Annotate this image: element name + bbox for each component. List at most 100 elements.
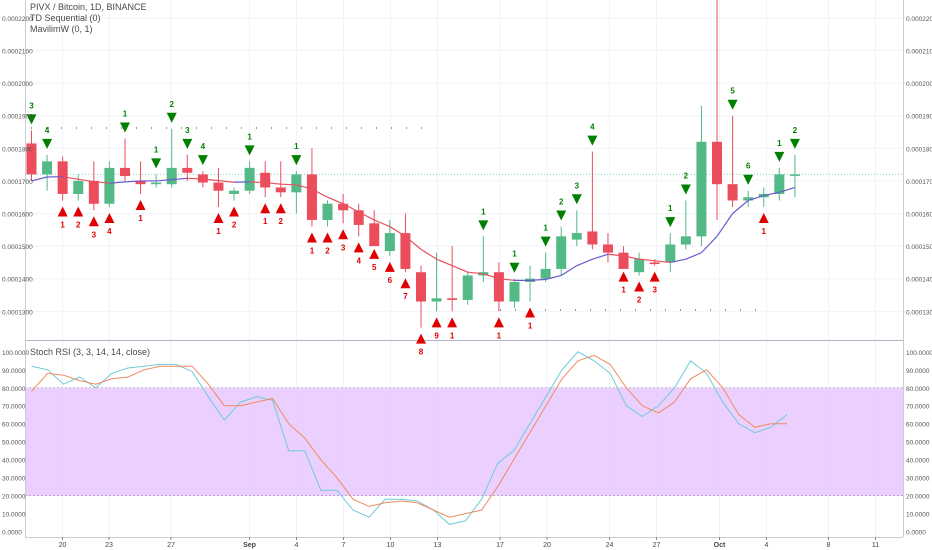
mavilimw-segment bbox=[389, 226, 406, 237]
td-sequential-label[interactable]: TD Sequential (0) bbox=[30, 13, 101, 23]
td-sell-count: 2 bbox=[559, 198, 564, 207]
candle bbox=[400, 213, 411, 273]
time-axis-label: 8 bbox=[827, 542, 831, 549]
candle bbox=[260, 161, 271, 198]
td-sell-count: 1 bbox=[154, 145, 159, 154]
price-axis-label-right: 0.0001900 bbox=[906, 114, 932, 121]
td-buy-count: 1 bbox=[497, 331, 502, 340]
candle bbox=[743, 190, 754, 207]
td-sell-triangle bbox=[291, 155, 302, 166]
price-axis-label-right: 0.0001500 bbox=[906, 244, 932, 251]
candle-body bbox=[369, 223, 380, 247]
mavilimw-segment bbox=[451, 265, 468, 273]
price-axis-label-left: 0.0001300 bbox=[2, 309, 33, 316]
mavilimw-segment bbox=[763, 191, 780, 197]
candle bbox=[57, 156, 68, 201]
candle bbox=[213, 167, 224, 207]
mavilimw-label[interactable]: MavilimW (0, 1) bbox=[30, 24, 93, 34]
candle bbox=[291, 171, 302, 214]
candle-body bbox=[42, 161, 53, 175]
price-axis-label-left: 0.0001800 bbox=[2, 146, 33, 153]
candle-body bbox=[306, 174, 317, 221]
stoch-k-line bbox=[31, 351, 788, 525]
td-buy-triangle bbox=[525, 307, 536, 318]
candle bbox=[104, 161, 115, 207]
stoch-rsi-label[interactable]: Stoch RSI (3, 3, 14, 14, close) bbox=[30, 347, 151, 357]
td-sell-triangle bbox=[540, 236, 551, 247]
td-buy-triangle bbox=[338, 229, 349, 240]
td-buy-count: 1 bbox=[216, 227, 221, 236]
td-sell-count: 4 bbox=[590, 123, 595, 132]
candle-body bbox=[649, 262, 660, 265]
mavilimw-segment bbox=[670, 258, 686, 264]
td-buy-count: 1 bbox=[621, 286, 626, 295]
mavilimw-segment bbox=[187, 177, 203, 180]
td-sell-triangle bbox=[680, 184, 691, 195]
td-sell-triangle bbox=[587, 135, 598, 146]
td-buy-count: 2 bbox=[232, 220, 237, 229]
mavilimw-segment bbox=[467, 271, 484, 275]
oscillator-axis-label-right: 100.0000 bbox=[906, 350, 932, 357]
td-sell-count: 1 bbox=[247, 132, 252, 141]
time-axis-label: 13 bbox=[434, 542, 442, 549]
oscillator-axis-label-right: 50.0000 bbox=[906, 440, 930, 447]
candle-body bbox=[26, 143, 37, 175]
mavilimw-segment bbox=[436, 258, 453, 267]
oscillator-axis-label-right: 30.0000 bbox=[906, 476, 930, 483]
td-sell-count: 1 bbox=[668, 204, 673, 213]
candle bbox=[571, 210, 582, 247]
oscillator-axis-label-left: 0.0000 bbox=[2, 530, 22, 537]
td-buy-triangle bbox=[416, 333, 426, 344]
td-buy-triangle bbox=[634, 281, 645, 292]
td-sell-triangle bbox=[727, 99, 738, 110]
candle-body bbox=[229, 190, 240, 194]
td-sell-count: 2 bbox=[684, 171, 689, 180]
mavilimw-segment bbox=[202, 178, 219, 182]
td-buy-triangle bbox=[493, 317, 504, 328]
candle-body bbox=[540, 268, 551, 279]
price-axis-label-right: 0.0001400 bbox=[906, 277, 932, 284]
mavilimw-segment bbox=[93, 180, 110, 184]
td-sell-count: 1 bbox=[481, 207, 486, 216]
oscillator-axis-label-right: 70.0000 bbox=[906, 404, 930, 411]
mavilimw-segment bbox=[156, 179, 172, 182]
td-sell-count: 3 bbox=[29, 101, 34, 110]
candle bbox=[431, 252, 442, 312]
price-axis-label-left: 0.0001900 bbox=[2, 114, 33, 121]
td-sell-count: 1 bbox=[123, 110, 128, 119]
mavilimw-segment bbox=[779, 186, 796, 193]
candle-body bbox=[244, 167, 255, 191]
candle bbox=[462, 272, 473, 305]
candle-body bbox=[634, 259, 645, 273]
td-sell-triangle bbox=[774, 151, 785, 162]
candle-body bbox=[400, 233, 411, 269]
mavilimw-segment bbox=[685, 252, 702, 260]
mavilimw-segment bbox=[342, 203, 359, 213]
td-buy-count: 5 bbox=[372, 263, 377, 272]
time-axis-label: 27 bbox=[167, 542, 175, 549]
candle-body bbox=[774, 174, 785, 194]
symbol-label[interactable]: PIVX / Bitcoin, 1D, BINANCE bbox=[30, 2, 147, 12]
td-sell-count: 1 bbox=[294, 142, 299, 151]
td-buy-count: 4 bbox=[356, 256, 361, 265]
candle-body bbox=[275, 187, 286, 193]
td-sell-triangle bbox=[478, 220, 489, 231]
td-buy-triangle bbox=[431, 317, 442, 328]
mavilimw-segment bbox=[545, 274, 562, 280]
candle-body bbox=[556, 236, 567, 269]
oscillator-legend: Stoch RSI (3, 3, 14, 14, close) bbox=[30, 347, 150, 358]
oscillator-axis-label-right: 40.0000 bbox=[906, 458, 930, 465]
mavilimw-segment bbox=[171, 177, 188, 181]
mavilimw-segment bbox=[31, 176, 48, 182]
oscillator-axis-label-left: 90.0000 bbox=[2, 368, 26, 375]
candle-body bbox=[213, 182, 224, 191]
td-sell-count: 1 bbox=[512, 250, 517, 259]
td-sell-triangle bbox=[26, 114, 37, 125]
td-sell-triangle bbox=[665, 217, 676, 228]
price-axis-label-right: 0.0002100 bbox=[906, 49, 932, 56]
td-buy-count: 1 bbox=[762, 227, 767, 236]
td-buy-triangle bbox=[260, 203, 271, 214]
oscillator-axis-label-right: 20.0000 bbox=[906, 494, 930, 501]
mavilimw-segment bbox=[327, 196, 344, 205]
time-axis-label: Oct bbox=[714, 542, 726, 549]
